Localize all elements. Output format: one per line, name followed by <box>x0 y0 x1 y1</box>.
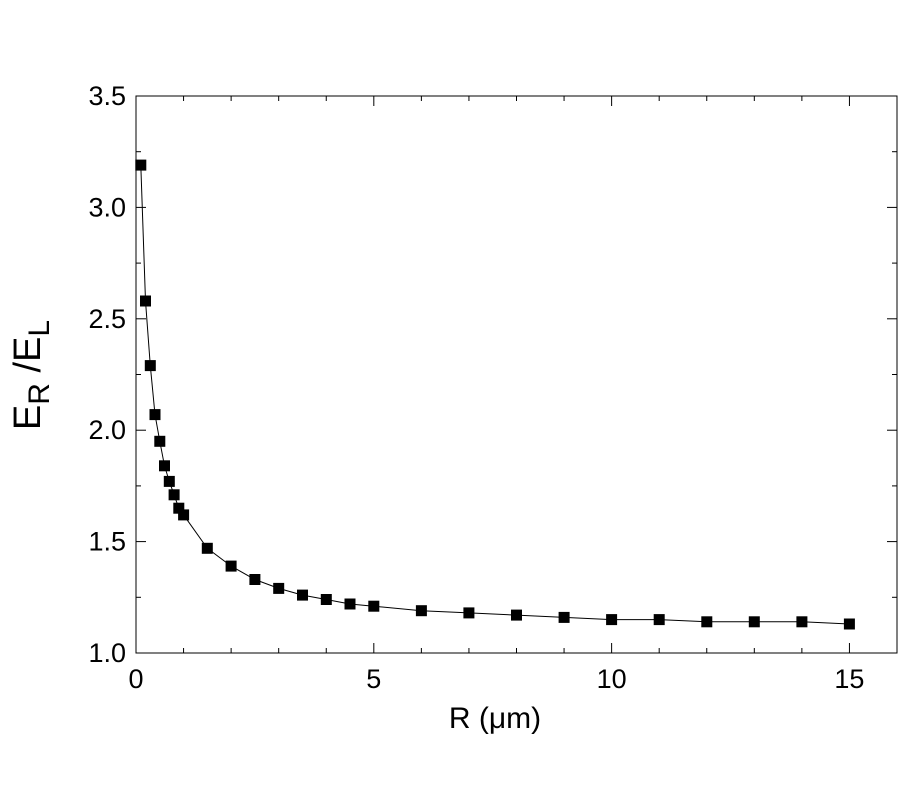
y-axis-tick-labels: 1.0 1.5 2.0 2.5 3.0 3.5 <box>88 81 126 668</box>
data-point <box>163 475 175 487</box>
x-axis-ticks <box>135 96 898 653</box>
data-point <box>144 360 156 372</box>
y-axis-title-sub-1: R <box>23 383 56 405</box>
data-point <box>748 616 760 628</box>
data-point <box>154 435 166 447</box>
y-tick-label: 2.0 <box>88 415 126 445</box>
data-point <box>173 502 185 514</box>
data-point <box>140 295 151 307</box>
series-points <box>135 159 855 630</box>
data-point <box>606 614 618 626</box>
data-point <box>135 159 147 171</box>
data-point <box>297 589 308 601</box>
data-point <box>249 574 261 585</box>
y-tick-label: 1.0 <box>88 638 126 668</box>
data-point <box>843 618 855 630</box>
data-point <box>796 616 808 628</box>
data-point <box>415 605 427 617</box>
y-tick-label: 3.5 <box>88 81 126 111</box>
data-point <box>168 489 180 501</box>
y-tick-label: 2.5 <box>88 304 126 334</box>
x-axis-title: R (μm) <box>449 702 541 735</box>
x-tick-label: 10 <box>597 664 627 694</box>
data-point <box>149 409 161 421</box>
y-axis-title-main-2: E <box>7 337 49 362</box>
x-tick-label: 5 <box>366 664 381 694</box>
svg-text:ER /EL: ER /EL <box>7 320 56 430</box>
y-tick-label: 3.0 <box>88 192 126 222</box>
data-series <box>135 159 855 630</box>
x-axis-tick-labels: 0 5 10 15 <box>128 664 864 694</box>
data-point <box>511 609 522 621</box>
y-axis-title: ER /EL <box>7 320 56 430</box>
data-point <box>320 594 332 605</box>
data-point <box>159 460 170 472</box>
data-point <box>653 614 665 626</box>
data-point <box>273 582 285 594</box>
series-line <box>140 165 850 625</box>
x-tick-label: 0 <box>128 664 143 694</box>
data-point <box>463 607 475 619</box>
y-axis-ticks <box>136 95 897 654</box>
data-point <box>344 598 356 610</box>
y-axis-title-sub-2: L <box>23 320 56 337</box>
y-axis-title-separator: / <box>7 362 49 384</box>
data-point <box>225 560 237 572</box>
x-tick-label: 15 <box>834 664 864 694</box>
data-point <box>701 616 713 628</box>
data-point <box>368 600 380 612</box>
data-point <box>178 509 190 521</box>
data-point <box>201 542 213 554</box>
y-axis-title-main-1: E <box>7 405 49 430</box>
data-point <box>558 611 570 623</box>
y-tick-label: 1.5 <box>88 527 126 557</box>
